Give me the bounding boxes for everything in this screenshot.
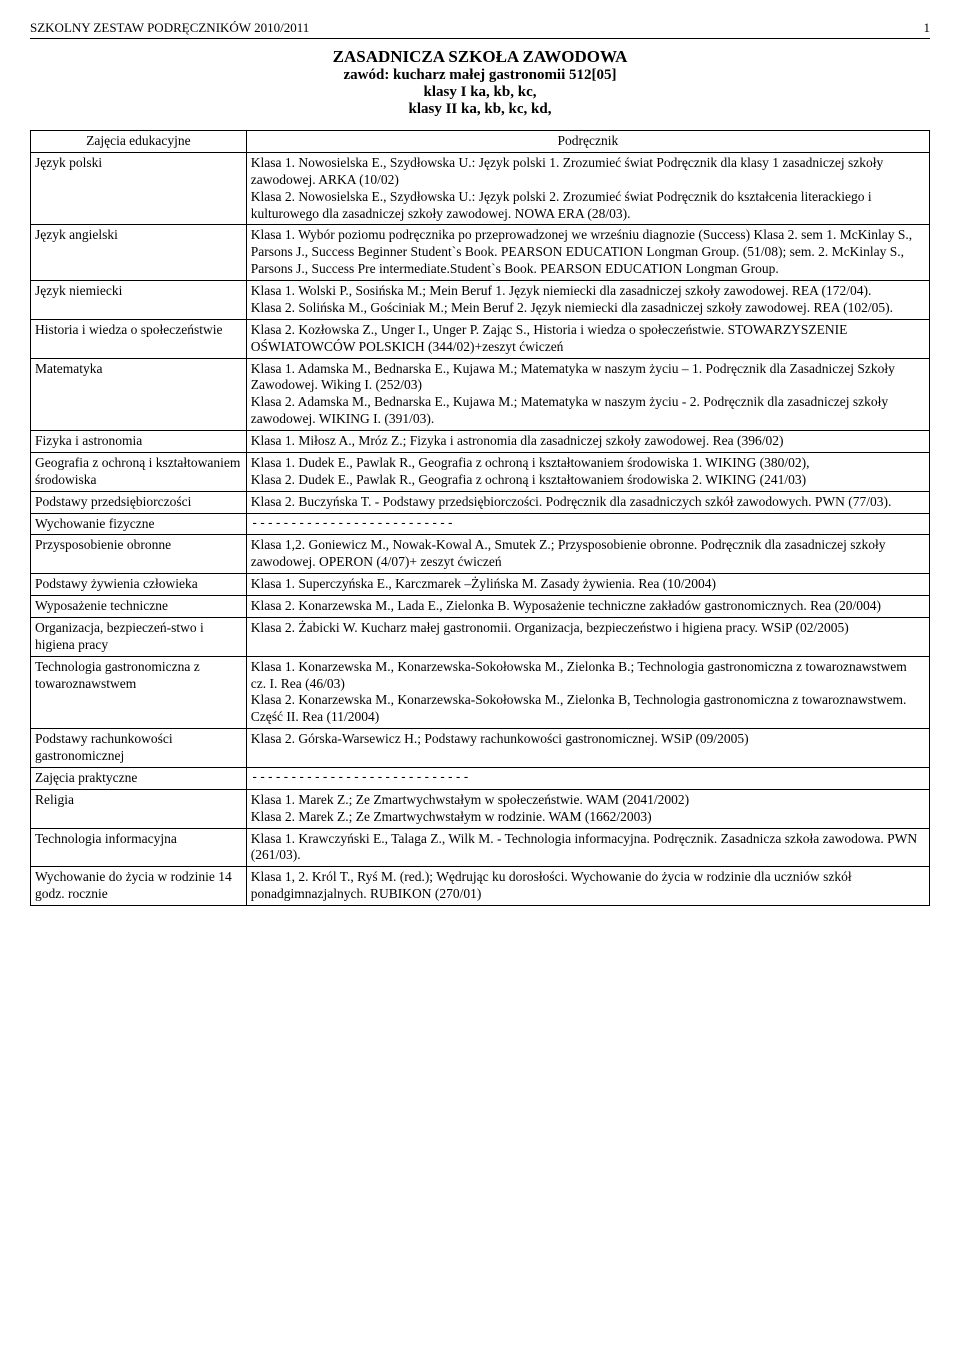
subject-cell: Religia <box>31 789 247 828</box>
subject-cell: Podstawy rachunkowości gastronomicznej <box>31 729 247 768</box>
table-row: Fizyka i astronomiaKlasa 1. Miłosz A., M… <box>31 431 930 453</box>
textbook-cell: -------------------------- <box>246 513 929 535</box>
textbook-cell: Klasa 2. Górska-Warsewicz H.; Podstawy r… <box>246 729 929 768</box>
table-row: Podstawy przedsiębiorczościKlasa 2. Bucz… <box>31 491 930 513</box>
table-row: Zajęcia praktyczne----------------------… <box>31 767 930 789</box>
subject-cell: Wyposażenie techniczne <box>31 596 247 618</box>
table-row: MatematykaKlasa 1. Adamska M., Bednarska… <box>31 358 930 431</box>
subject-cell: Podstawy przedsiębiorczości <box>31 491 247 513</box>
table-row: Geografia z ochroną i kształtowaniem śro… <box>31 452 930 491</box>
table-row: Technologia informacyjnaKlasa 1. Krawczy… <box>31 828 930 867</box>
table-row: Wychowanie fizyczne---------------------… <box>31 513 930 535</box>
subject-cell: Technologia informacyjna <box>31 828 247 867</box>
subject-cell: Matematyka <box>31 358 247 431</box>
textbook-cell: Klasa 2. Żabicki W. Kucharz małej gastro… <box>246 617 929 656</box>
subject-cell: Organizacja, bezpieczeń-stwo i higiena p… <box>31 617 247 656</box>
table-row: Wychowanie do życia w rodzinie 14 godz. … <box>31 867 930 906</box>
textbook-cell: Klasa 1,2. Goniewicz M., Nowak-Kowal A.,… <box>246 535 929 574</box>
subject-cell: Geografia z ochroną i kształtowaniem śro… <box>31 452 247 491</box>
table-row: Podstawy żywienia człowiekaKlasa 1. Supe… <box>31 574 930 596</box>
table-row: Język polskiKlasa 1. Nowosielska E., Szy… <box>31 152 930 225</box>
subject-cell: Wychowanie do życia w rodzinie 14 godz. … <box>31 867 247 906</box>
page-number: 1 <box>924 20 931 36</box>
textbook-cell: Klasa 1. Konarzewska M., Konarzewska-Sok… <box>246 656 929 729</box>
textbook-table: Zajęcia edukacyjne Podręcznik Język pols… <box>30 130 930 906</box>
table-row: Technologia gastronomiczna z towaroznaws… <box>31 656 930 729</box>
subject-cell: Fizyka i astronomia <box>31 431 247 453</box>
title-line2: zawód: kucharz małej gastronomii 512[05] <box>30 67 930 84</box>
textbook-cell: Klasa 1. Miłosz A., Mróz Z.; Fizyka i as… <box>246 431 929 453</box>
textbook-cell: Klasa 1. Wybór poziomu podręcznika po pr… <box>246 225 929 281</box>
table-row: Wyposażenie techniczneKlasa 2. Konarzews… <box>31 596 930 618</box>
textbook-cell: Klasa 1. Superczyńska E., Karczmarek –Ży… <box>246 574 929 596</box>
table-row: Przysposobienie obronneKlasa 1,2. Goniew… <box>31 535 930 574</box>
title-block: ZASADNICZA SZKOŁA ZAWODOWA zawód: kuchar… <box>30 47 930 118</box>
subject-cell: Podstawy żywienia człowieka <box>31 574 247 596</box>
textbook-cell: Klasa 1. Adamska M., Bednarska E., Kujaw… <box>246 358 929 431</box>
textbook-cell: Klasa 1. Wolski P., Sosińska M.; Mein Be… <box>246 281 929 320</box>
subject-cell: Historia i wiedza o społeczeństwie <box>31 319 247 358</box>
header-left: SZKOLNY ZESTAW PODRĘCZNIKÓW 2010/2011 <box>30 20 309 36</box>
textbook-cell: ---------------------------- <box>246 767 929 789</box>
page-header: SZKOLNY ZESTAW PODRĘCZNIKÓW 2010/2011 1 <box>30 20 930 39</box>
textbook-cell: Klasa 1, 2. Król T., Ryś M. (red.); Wędr… <box>246 867 929 906</box>
subject-cell: Język niemiecki <box>31 281 247 320</box>
table-row: Historia i wiedza o społeczeństwieKlasa … <box>31 319 930 358</box>
textbook-cell: Klasa 1. Dudek E., Pawlak R., Geografia … <box>246 452 929 491</box>
subject-cell: Technologia gastronomiczna z towaroznaws… <box>31 656 247 729</box>
subject-cell: Język angielski <box>31 225 247 281</box>
main-title: ZASADNICZA SZKOŁA ZAWODOWA <box>30 47 930 67</box>
table-row: Podstawy rachunkowości gastronomicznejKl… <box>31 729 930 768</box>
table-row: Organizacja, bezpieczeń-stwo i higiena p… <box>31 617 930 656</box>
textbook-cell: Klasa 2. Buczyńska T. - Podstawy przedsi… <box>246 491 929 513</box>
textbook-cell: Klasa 1. Krawczyński E., Talaga Z., Wilk… <box>246 828 929 867</box>
textbook-cell: Klasa 2. Kozłowska Z., Unger I., Unger P… <box>246 319 929 358</box>
subject-cell: Język polski <box>31 152 247 225</box>
header-subject: Zajęcia edukacyjne <box>31 131 247 153</box>
subject-cell: Przysposobienie obronne <box>31 535 247 574</box>
table-row: Język niemieckiKlasa 1. Wolski P., Sosiń… <box>31 281 930 320</box>
table-header-row: Zajęcia edukacyjne Podręcznik <box>31 131 930 153</box>
textbook-cell: Klasa 1. Marek Z.; Ze Zmartwychwstałym w… <box>246 789 929 828</box>
title-line3: klasy I ka, kb, kc, <box>30 84 930 101</box>
textbook-cell: Klasa 1. Nowosielska E., Szydłowska U.: … <box>246 152 929 225</box>
textbook-cell: Klasa 2. Konarzewska M., Lada E., Zielon… <box>246 596 929 618</box>
subject-cell: Wychowanie fizyczne <box>31 513 247 535</box>
subject-cell: Zajęcia praktyczne <box>31 767 247 789</box>
title-line4: klasy II ka, kb, kc, kd, <box>30 101 930 118</box>
header-textbook: Podręcznik <box>246 131 929 153</box>
table-row: Język angielskiKlasa 1. Wybór poziomu po… <box>31 225 930 281</box>
table-row: ReligiaKlasa 1. Marek Z.; Ze Zmartwychws… <box>31 789 930 828</box>
